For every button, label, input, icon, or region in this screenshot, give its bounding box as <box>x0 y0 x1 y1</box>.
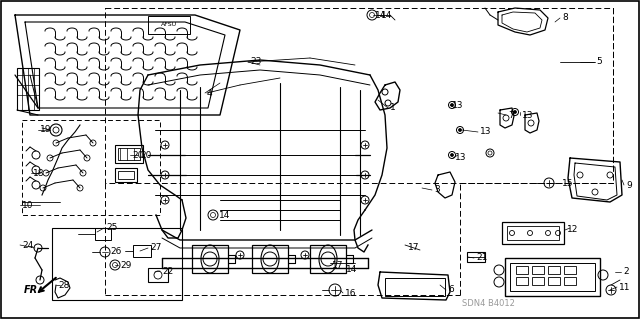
Bar <box>115 168 137 182</box>
Text: 9: 9 <box>626 181 632 189</box>
Text: 13: 13 <box>455 153 467 162</box>
Text: FR.: FR. <box>24 285 42 295</box>
Text: 20: 20 <box>132 151 144 160</box>
Text: 25: 25 <box>106 224 117 233</box>
Bar <box>22 120 160 215</box>
Text: 26: 26 <box>110 248 122 256</box>
Text: 14: 14 <box>381 11 392 19</box>
Text: 14: 14 <box>346 265 357 275</box>
Text: 29: 29 <box>120 261 131 270</box>
Text: 16: 16 <box>345 288 356 298</box>
Text: 17: 17 <box>408 242 419 251</box>
Bar <box>252 245 288 273</box>
Bar <box>95 228 111 240</box>
Text: 5: 5 <box>596 57 602 66</box>
Text: 8: 8 <box>562 13 568 23</box>
Bar <box>502 222 564 244</box>
Text: AFSU: AFSU <box>161 23 177 27</box>
Bar <box>564 277 576 285</box>
Bar <box>505 258 600 296</box>
Bar <box>148 16 190 34</box>
Bar <box>516 266 528 274</box>
Text: 13: 13 <box>522 110 534 120</box>
Text: 27: 27 <box>150 243 161 253</box>
Text: 20: 20 <box>140 151 152 160</box>
Text: 10: 10 <box>22 201 33 210</box>
Bar <box>192 245 228 273</box>
Text: 18: 18 <box>33 168 45 177</box>
Bar <box>548 266 560 274</box>
Text: 21: 21 <box>476 254 488 263</box>
Circle shape <box>458 129 461 131</box>
Text: 14: 14 <box>219 211 230 219</box>
Bar <box>118 171 134 179</box>
Bar <box>532 266 544 274</box>
Text: 15: 15 <box>562 179 573 188</box>
Bar <box>516 277 528 285</box>
Text: 11: 11 <box>619 283 630 292</box>
Text: 12: 12 <box>567 226 579 234</box>
Bar <box>510 263 595 291</box>
Circle shape <box>451 103 454 107</box>
Text: 6: 6 <box>448 286 454 294</box>
Text: 22: 22 <box>162 266 173 276</box>
Bar <box>148 268 168 282</box>
Bar <box>385 278 445 296</box>
Text: 1: 1 <box>390 103 396 113</box>
Text: 17: 17 <box>332 261 344 270</box>
Text: SDN4 B4012: SDN4 B4012 <box>462 299 515 308</box>
Bar <box>133 245 151 257</box>
Bar <box>105 8 613 183</box>
Bar <box>17 68 39 110</box>
Bar <box>532 277 544 285</box>
Bar <box>310 245 346 273</box>
Text: 19: 19 <box>40 125 51 135</box>
Bar <box>564 266 576 274</box>
Bar <box>52 228 182 300</box>
Bar <box>118 148 140 160</box>
Circle shape <box>451 153 454 157</box>
Bar <box>507 226 559 240</box>
Bar <box>115 145 143 163</box>
Text: 13: 13 <box>480 128 492 137</box>
Text: 14: 14 <box>375 11 387 19</box>
Text: 24: 24 <box>22 241 33 249</box>
Text: 7: 7 <box>508 110 514 120</box>
Text: 4: 4 <box>207 88 212 98</box>
Text: 13: 13 <box>452 100 463 109</box>
Circle shape <box>513 110 516 114</box>
Text: 23: 23 <box>250 57 261 66</box>
Text: 28: 28 <box>58 280 69 290</box>
Bar <box>548 277 560 285</box>
Bar <box>467 252 485 262</box>
Text: 2: 2 <box>623 268 628 277</box>
Text: 3: 3 <box>434 186 440 195</box>
